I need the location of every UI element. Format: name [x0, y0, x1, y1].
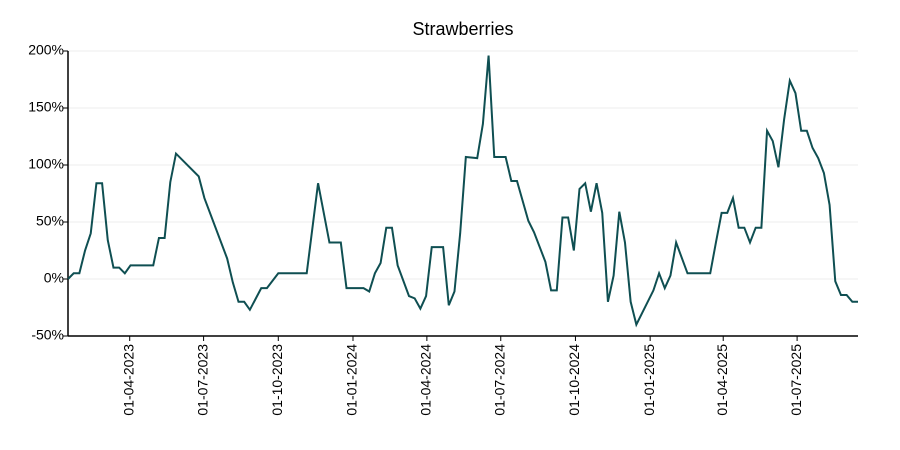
y-tick-label: -50% [31, 327, 64, 343]
line [67, 55, 858, 328]
chart-title: Strawberries [412, 19, 513, 39]
y-tick-label: 200% [28, 42, 64, 58]
x-tick-label: 01-04-2024 [418, 344, 434, 416]
y-tick-label: 150% [28, 99, 64, 115]
x-tick-label: 01-04-2023 [120, 344, 136, 416]
x-tick-label: 01-07-2023 [194, 344, 210, 416]
x-tick-label: 01-10-2024 [566, 344, 582, 416]
y-tick-label: 0% [44, 270, 64, 286]
y-tick-label: 50% [36, 213, 64, 229]
x-tick-label: 01-10-2023 [269, 344, 285, 416]
x-tick-label: 01-04-2025 [714, 344, 730, 416]
x-tick-label: 01-01-2024 [344, 344, 360, 416]
x-tick-label: 01-07-2025 [788, 344, 804, 416]
y-tick-label: 100% [28, 156, 64, 172]
x-tick-label: 01-01-2025 [641, 344, 657, 416]
x-tick-label: 01-07-2024 [491, 344, 507, 416]
